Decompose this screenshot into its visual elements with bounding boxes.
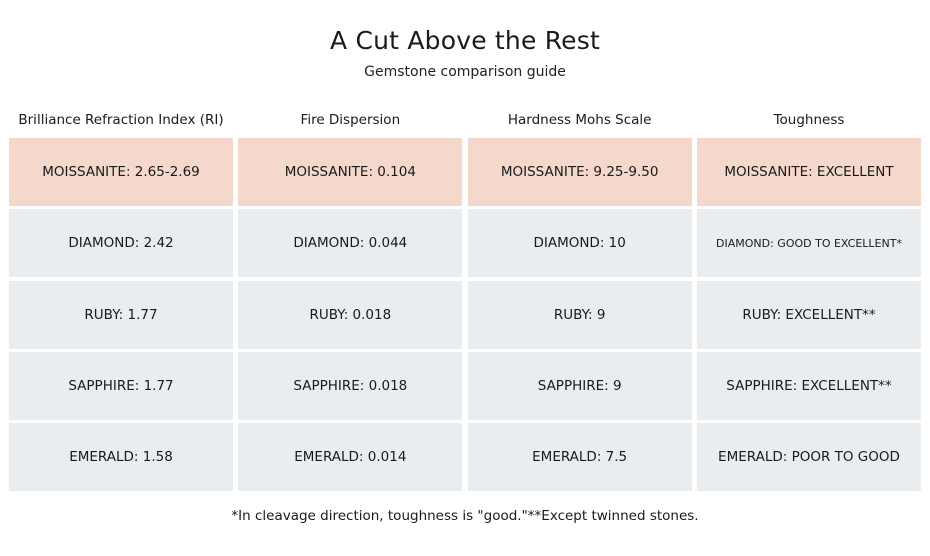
footnote: *In cleavage direction, toughness is "go… [231,508,699,524]
table-cell: DIAMOND: GOOD TO EXCELLENT* [696,209,921,278]
table-cell: DIAMOND: 10 [467,209,692,278]
table-cell: RUBY: 1.77 [9,280,233,349]
table-cell: EMERALD: 0.014 [238,423,463,491]
table-cell: EMERALD: POOR TO GOOD [696,423,921,491]
table-cell: MOISSANITE: 2.65-2.69 [9,138,233,206]
comparison-table: MOISSANITE: 2.65-2.69 MOISSANITE: 0.104 … [9,138,921,491]
table-cell: DIAMOND: 2.42 [9,209,233,278]
table-cell: EMERALD: 7.5 [467,423,692,491]
column-header-brilliance: Brilliance Refraction Index (RI) [18,112,224,128]
table-cell: SAPPHIRE: EXCELLENT** [696,351,921,420]
page-title: A Cut Above the Rest [330,26,600,55]
column-header-hardness: Hardness Mohs Scale [507,112,652,128]
table-cell: MOISSANITE: 9.25-9.50 [467,138,692,206]
table-cell: RUBY: EXCELLENT** [696,280,921,349]
table-cell: SAPPHIRE: 0.018 [238,351,463,420]
table-cell: RUBY: 0.018 [238,280,463,349]
table-header: Brilliance Refraction Index (RI) Fire Di… [9,104,921,136]
column-header-fire: Fire Dispersion [300,112,401,128]
column-header-toughness: Toughness [773,112,845,128]
table-cell: MOISSANITE: 0.104 [238,138,463,206]
table-cell: RUBY: 9 [467,280,692,349]
table-cell: DIAMOND: 0.044 [238,209,463,278]
page-subtitle: Gemstone comparison guide [364,64,566,80]
table-cell: EMERALD: 1.58 [9,423,233,491]
table-cell: SAPPHIRE: 9 [467,351,692,420]
table-cell: MOISSANITE: EXCELLENT [696,138,921,206]
table-cell: SAPPHIRE: 1.77 [9,351,233,420]
